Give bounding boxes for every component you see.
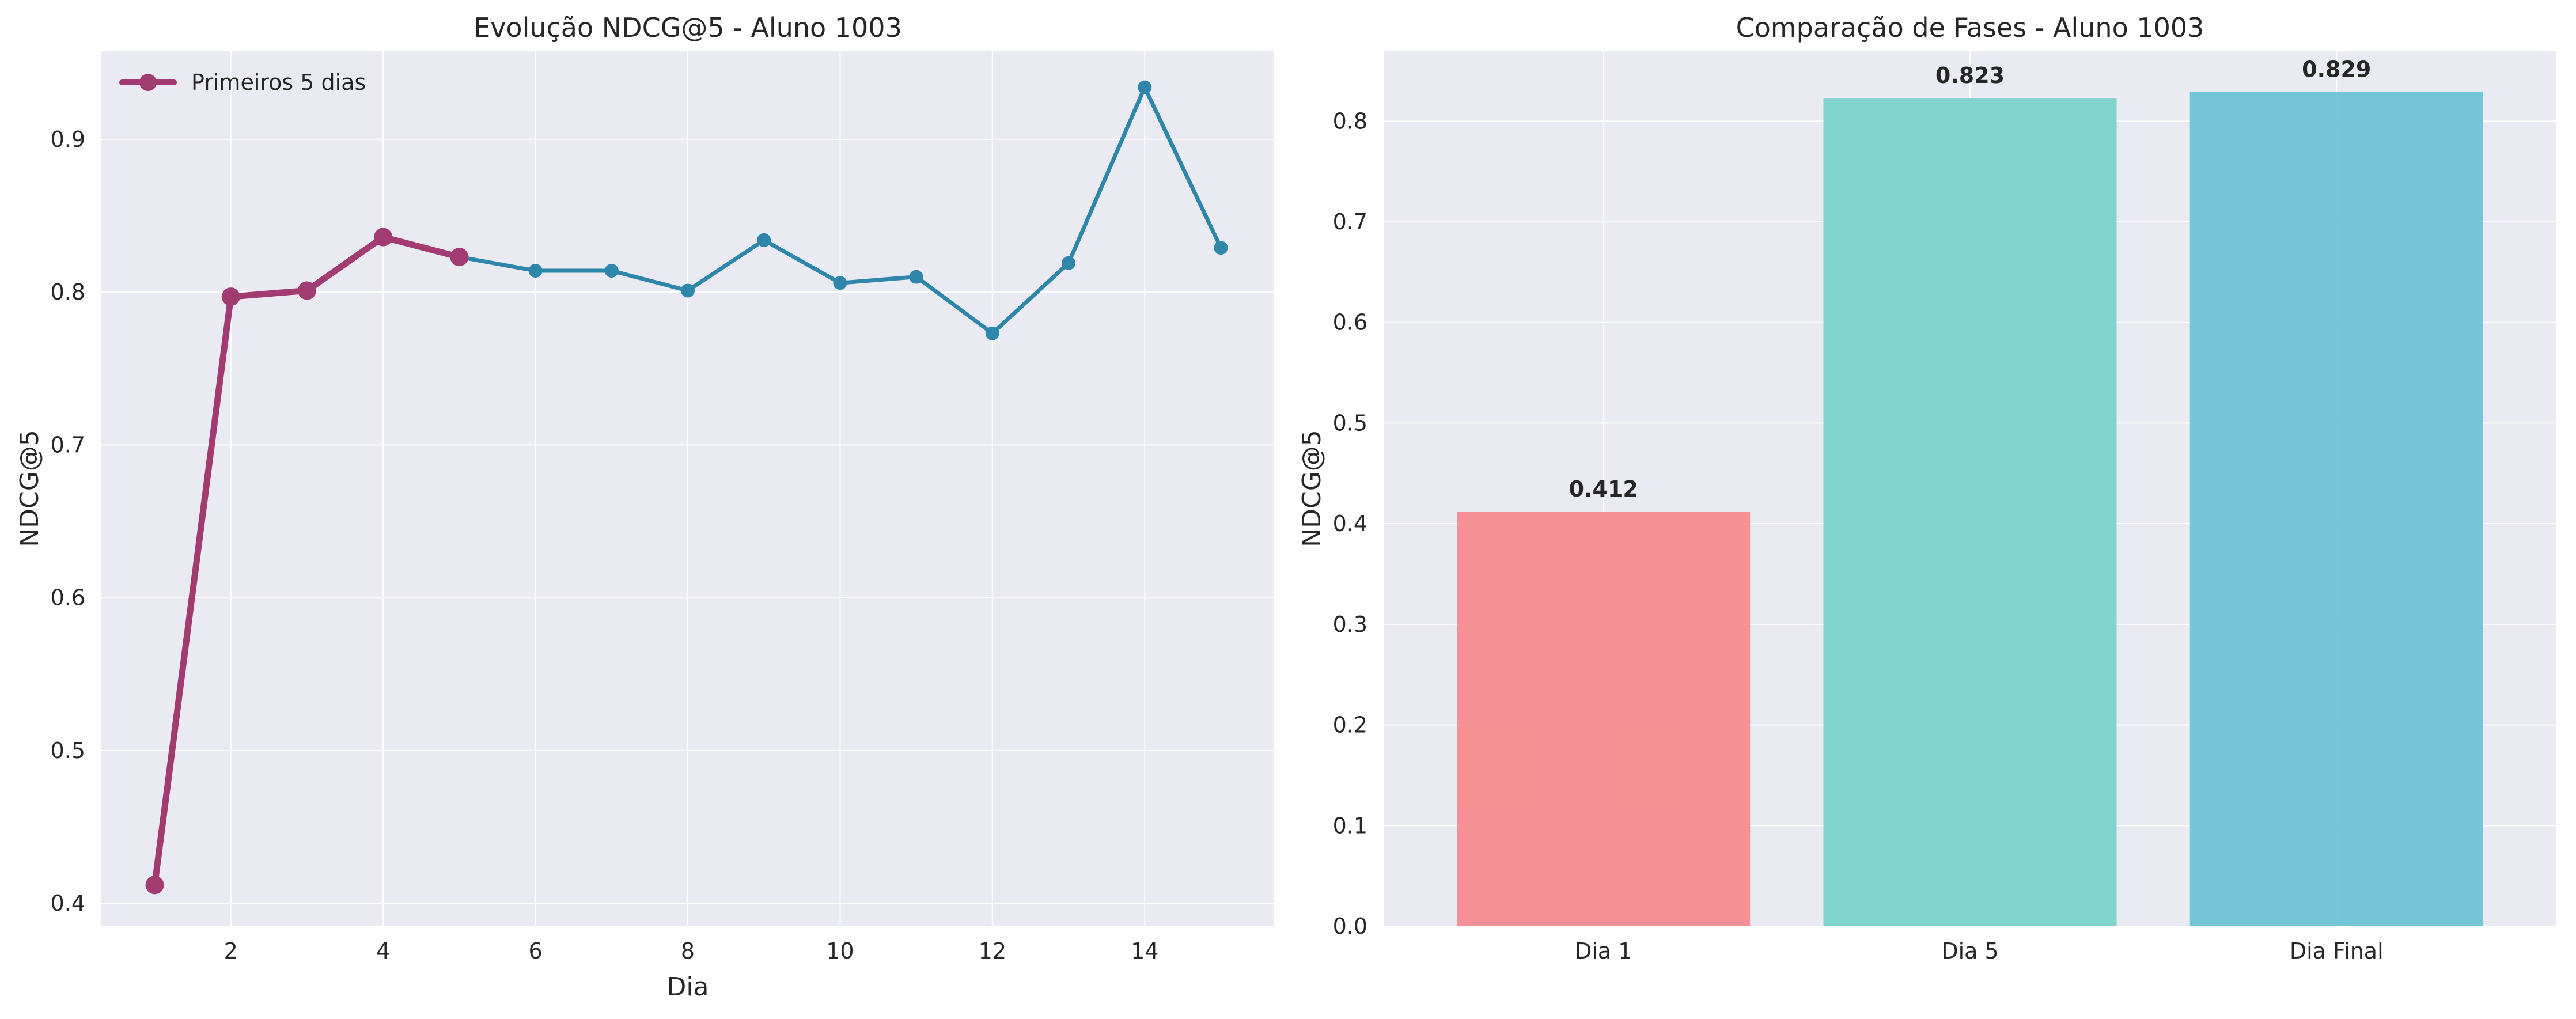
y-tick-label: 0.6 <box>51 585 85 611</box>
x-tick-label: 10 <box>826 938 854 964</box>
y-tick-label: 0.1 <box>1333 813 1367 838</box>
data-point-primeiros-5-dias <box>221 287 240 306</box>
line-chart-x-ticks: 2 4 6 8 10 12 14 <box>224 938 1159 964</box>
y-tick-label: 0.6 <box>1333 310 1367 335</box>
line-chart-y-axis-label: NDCG@5 <box>15 430 44 547</box>
line-chart-x-axis-label: Dia <box>666 972 709 1002</box>
data-point-primeiros-5-dias <box>297 281 316 300</box>
bar-dia-5 <box>1823 98 2117 926</box>
data-point-all-days <box>1138 80 1152 94</box>
x-tick-label: 2 <box>224 938 238 964</box>
data-point-all-days <box>1062 256 1076 270</box>
bar-dia-1 <box>1457 512 1751 926</box>
data-point-all-days <box>528 263 543 278</box>
line-chart-grid <box>101 51 1274 926</box>
data-point-all-days <box>604 263 619 278</box>
data-point-all-days <box>1214 241 1228 255</box>
x-tick-label: Dia 5 <box>1941 938 1998 964</box>
bar-chart-y-axis-label: NDCG@5 <box>1297 430 1327 547</box>
x-tick-label: 8 <box>681 938 695 964</box>
bar-dia-final <box>2189 92 2483 926</box>
y-tick-label: 0.7 <box>1333 209 1367 234</box>
data-point-all-days <box>681 283 695 298</box>
data-point-primeiros-5-dias <box>145 876 164 895</box>
y-tick-label: 0.2 <box>1333 713 1367 738</box>
bar-chart-y-ticks: 0.0 0.1 0.2 0.3 0.4 0.5 0.6 0.7 0.8 <box>1333 108 1367 939</box>
line-chart-title: Evolução NDCG@5 - Aluno 1003 <box>473 12 902 43</box>
data-point-primeiros-5-dias <box>374 228 393 247</box>
legend-label-primeiros-5-dias: Primeiros 5 dias <box>191 70 366 95</box>
line-chart: 2 4 6 8 10 12 14 0.4 0.5 0.6 0.7 0.8 0.9 Evolução N… <box>15 12 1274 1002</box>
bar-chart-bars <box>1457 92 2483 926</box>
data-point-all-days <box>985 326 999 340</box>
line-chart-y-ticks: 0.4 0.5 0.6 0.7 0.8 0.9 <box>51 127 85 916</box>
x-tick-label: 12 <box>979 938 1006 964</box>
x-tick-label: 6 <box>528 938 542 964</box>
data-point-primeiros-5-dias <box>450 248 469 267</box>
y-tick-label: 0.8 <box>51 279 85 305</box>
x-tick-label: Dia Final <box>2290 938 2384 964</box>
legend-swatch-marker <box>139 74 157 91</box>
bar-chart-title: Comparação de Fases - Aluno 1003 <box>1736 12 2204 43</box>
y-tick-label: 0.5 <box>51 738 85 763</box>
bar-value-label: 0.823 <box>1935 63 2005 88</box>
y-tick-label: 0.9 <box>51 127 85 152</box>
line-chart-legend: Primeiros 5 dias <box>119 70 366 95</box>
x-tick-label: 14 <box>1131 938 1158 964</box>
bar-value-label: 0.412 <box>1569 476 1638 502</box>
y-tick-label: 0.5 <box>1333 410 1367 435</box>
y-tick-label: 0.3 <box>1333 612 1367 637</box>
bar-chart-x-ticks: Dia 1 Dia 5 Dia Final <box>1575 938 2384 964</box>
line-chart-series <box>145 80 1228 895</box>
y-tick-label: 0.8 <box>1333 108 1367 134</box>
y-tick-label: 0.4 <box>51 891 85 916</box>
x-tick-label: 4 <box>376 938 390 964</box>
x-tick-label: Dia 1 <box>1575 938 1632 964</box>
bar-value-label: 0.829 <box>2302 57 2371 82</box>
y-tick-label: 0.0 <box>1333 914 1367 939</box>
y-tick-label: 0.7 <box>51 432 85 457</box>
data-point-all-days <box>757 233 771 247</box>
data-point-all-days <box>909 270 923 284</box>
y-tick-label: 0.4 <box>1333 511 1367 536</box>
bar-chart-value-labels: 0.412 0.823 0.829 <box>1569 57 2372 502</box>
data-point-all-days <box>833 276 847 290</box>
